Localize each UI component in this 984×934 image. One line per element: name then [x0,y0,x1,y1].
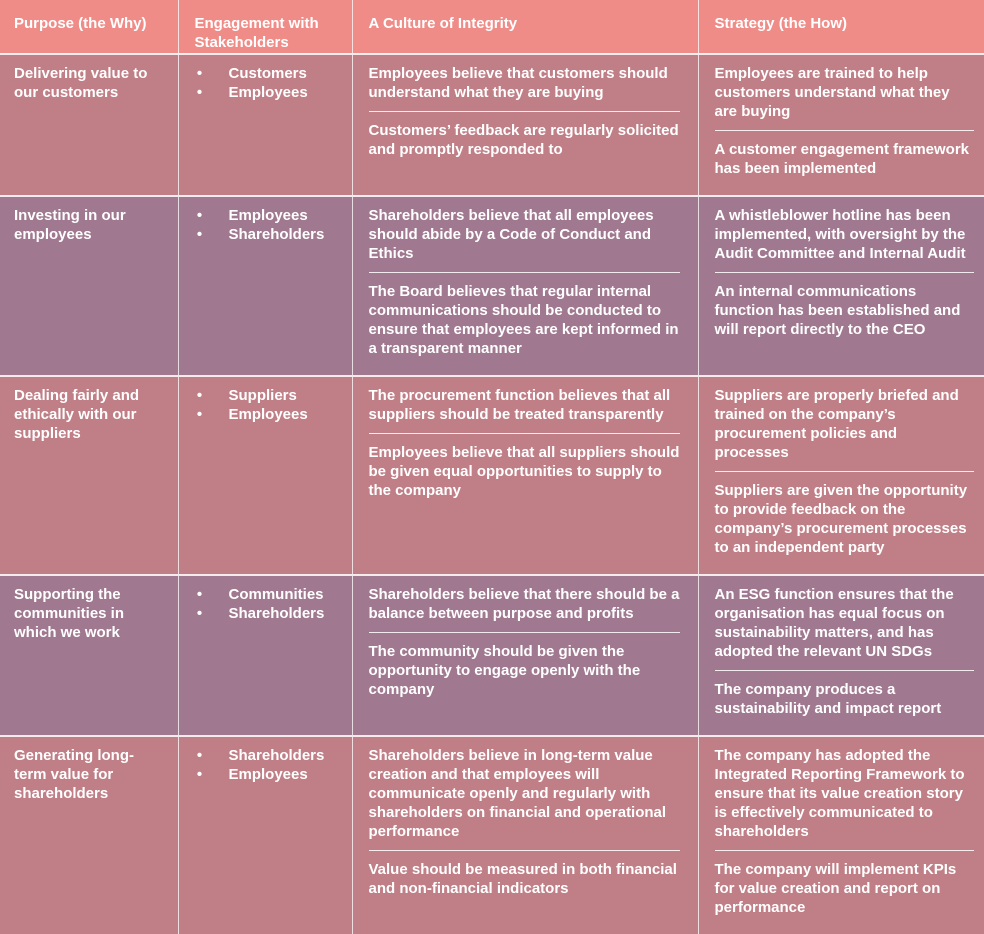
bullet-icon: • [196,84,203,101]
bullet-icon: • [196,586,203,603]
bullet-icon: • [196,65,203,82]
header-row: Purpose (the Why) Engagement with Stakeh… [0,0,984,55]
stakeholder-item: • Customers [195,64,340,83]
stakeholder-list: • Communities • Shareholders [195,585,340,623]
stakeholder-item: • Shareholders [195,746,340,765]
stakeholder-list: • Customers • Employees [195,64,340,102]
strategy-cell: A whistleblower hotline has been impleme… [697,196,984,377]
stakeholder-item: • Employees [195,405,340,424]
stakeholders-cell: • Customers • Employees [177,54,353,197]
culture-cell: Employees believe that customers should … [351,54,699,197]
bullet-icon: • [196,747,203,764]
strategy-statement: An ESG function ensures that the organis… [714,586,954,660]
strategy-cell: The company has adopted the Integrated R… [697,736,984,934]
purpose-cell: Supporting the communities in which we w… [0,575,179,737]
culture-statement: Shareholders believe that all employees … [368,207,654,262]
culture-statement: The community should be given the opport… [368,632,680,708]
stakeholders-cell: • Shareholders • Employees [177,736,353,934]
culture-statement: The procurement function believes that a… [368,387,671,423]
purpose-cell: Delivering value to our customers [0,54,179,197]
header-strategy: Strategy (the How) [697,0,984,55]
culture-cell: The procurement function believes that a… [351,376,699,576]
bullet-icon: • [196,406,203,423]
culture-cell: Shareholders believe in long-term value … [351,736,699,934]
strategy-statement: Suppliers are given the opportunity to p… [714,471,974,566]
culture-statement: Customers’ feedback are regularly solici… [368,111,680,168]
bullet-icon: • [196,226,203,243]
culture-statement: Shareholders believe that there should b… [368,586,680,622]
culture-statement: The Board believes that regular internal… [368,272,680,367]
culture-statement: Shareholders believe in long-term value … [368,747,667,840]
purpose-cell: Generating long-term value for sharehold… [0,736,179,934]
table-row: Investing in our employees • Employees • S… [0,196,984,377]
culture-cell: Shareholders believe that all employees … [351,196,699,377]
stakeholder-list: • Suppliers • Employees [195,386,340,424]
culture-statement: Employees believe that all suppliers sho… [368,433,680,509]
stakeholders-cell: • Communities • Shareholders [177,575,353,737]
strategy-statement: Employees are trained to help customers … [714,65,950,120]
strategy-statement: The company will implement KPIs for valu… [714,850,974,926]
table-row: Supporting the communities in which we w… [0,575,984,737]
strategy-cell: Employees are trained to help customers … [697,54,984,197]
strategy-statement: The company has adopted the Integrated R… [714,747,965,840]
table-row: Dealing fairly and ethically with our su… [0,376,984,576]
culture-statement: Employees believe that customers should … [368,65,668,101]
purpose-cell: Dealing fairly and ethically with our su… [0,376,179,576]
stakeholder-item: • Shareholders [195,604,340,623]
stakeholders-cell: • Employees • Shareholders [177,196,353,377]
stakeholder-item: • Employees [195,83,340,102]
strategy-statement: The company produces a sustainability an… [714,670,974,727]
strategy-statement: A customer engagement framework has been… [714,130,974,187]
culture-statement: Value should be measured in both financi… [368,850,680,907]
header-engagement: Engagement with Stakeholders [177,0,353,55]
stakeholder-item: • Employees [195,206,340,225]
table-row: Delivering value to our customers • Custo… [0,54,984,197]
bullet-icon: • [196,387,203,404]
stakeholder-list: • Employees • Shareholders [195,206,340,244]
purpose-cell: Investing in our employees [0,196,179,377]
bullet-icon: • [196,766,203,783]
strategy-statement: A whistleblower hotline has been impleme… [714,207,966,262]
bullet-icon: • [196,605,203,622]
culture-cell: Shareholders believe that there should b… [351,575,699,737]
stakeholder-item: • Shareholders [195,225,340,244]
stakeholder-item: • Employees [195,765,340,784]
strategy-cell: Suppliers are properly briefed and train… [697,376,984,576]
strategy-cell: An ESG function ensures that the organis… [697,575,984,737]
bullet-icon: • [196,207,203,224]
table-row: Generating long-term value for sharehold… [0,736,984,934]
strategy-statement: Suppliers are properly briefed and train… [714,387,959,461]
strategy-statement: An internal communications function has … [714,272,974,348]
stakeholder-item: • Suppliers [195,386,340,405]
stakeholder-list: • Shareholders • Employees [195,746,340,784]
stakeholder-item: • Communities [195,585,340,604]
stakeholders-cell: • Suppliers • Employees [177,376,353,576]
header-purpose: Purpose (the Why) [0,0,179,55]
header-culture: A Culture of Integrity [351,0,699,55]
